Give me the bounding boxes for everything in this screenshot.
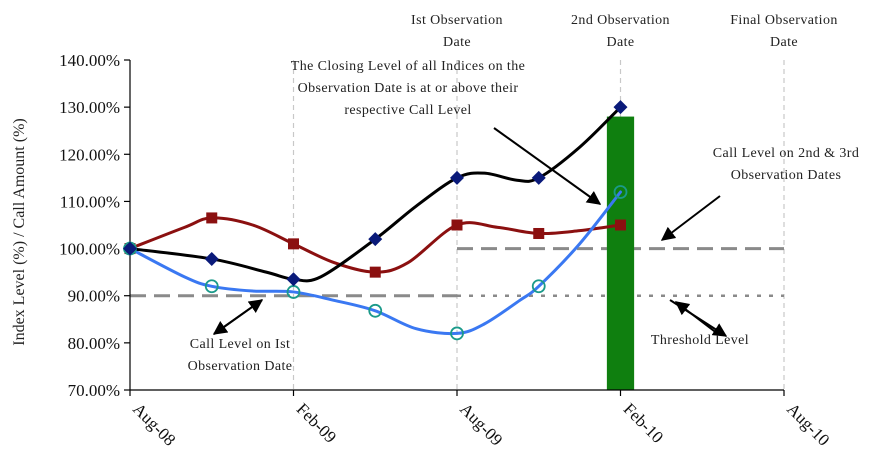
top-label-2-line-1: Date [770, 35, 798, 50]
annotation-call-level-2nd-3rd-line-1: Observation Dates [731, 168, 842, 183]
bar-layer [606, 116, 635, 391]
top-label-1-line-0: 2nd Observation [571, 13, 670, 28]
annotation-arrows [212, 127, 728, 337]
y-tick-label-0: 70.00% [68, 381, 120, 400]
y-tick-label-4: 110.00% [60, 192, 120, 211]
series-1-point-6 [615, 219, 626, 231]
series-2-point-3 [368, 303, 383, 318]
series-layer [123, 100, 628, 341]
x-tick-label-1: Feb-09 [293, 399, 340, 446]
series-2-point-1 [204, 279, 219, 294]
annotation-call-level-1st-line-0: Call Level on Ist [190, 337, 291, 352]
series-0-point-1 [204, 251, 219, 266]
y-tick-label-6: 130.00% [59, 98, 120, 117]
annotation-closing-level-note-line-1: Observation Date is at or above their [298, 81, 519, 96]
top-label-0-line-1: Date [443, 35, 471, 50]
top-label-2-line-0: Final Observation [730, 13, 838, 28]
series-2-line [128, 190, 622, 336]
series-2-point-6 [613, 185, 628, 199]
x-tick-label-2: Aug-09 [456, 399, 506, 449]
annotation-threshold-line-0: Threshold Level [651, 333, 749, 348]
series-1-point-1 [206, 212, 218, 224]
series-1-point-3 [369, 266, 381, 278]
text-layer: Index Level (%) / Call Amount (%) 70.00%… [11, 13, 859, 450]
series-0-point-2 [286, 272, 301, 287]
x-tick-label-4: Aug-10 [783, 399, 833, 449]
y-tick-label-2: 90.00% [68, 287, 120, 306]
series-0-point-3 [368, 232, 383, 247]
observation-bar [606, 116, 635, 391]
series-0-line [128, 105, 622, 283]
y-tick-label-7: 140.00% [59, 51, 120, 70]
series-1-point-4 [451, 219, 463, 231]
annotation-arrow-0 [493, 127, 602, 205]
series-0-point-6 [613, 100, 628, 115]
series-0-point-0 [123, 241, 137, 256]
annotation-call-level-2nd-3rd-line-0: Call Level on 2nd & 3rd [713, 146, 859, 161]
reference-lines [130, 247, 784, 298]
top-label-0-line-0: Ist Observation [411, 13, 503, 28]
annotation-closing-level-note-line-2: respective Call Level [344, 103, 471, 118]
annotation-arrow-1 [660, 195, 721, 241]
series-0-point-4 [450, 170, 464, 185]
y-tick-label-5: 120.00% [59, 145, 120, 164]
top-label-1-line-1: Date [606, 35, 634, 50]
annotation-call-level-1st-line-1: Observation Date [188, 359, 293, 374]
series-1-point-5 [533, 227, 545, 239]
axes [124, 59, 785, 396]
y-axis-label: Index Level (%) / Call Amount (%) [11, 118, 28, 346]
series-1-point-2 [288, 238, 299, 250]
y-tick-label-3: 100.00% [59, 240, 120, 259]
annotation-arrow-call-1st [213, 299, 264, 335]
series-2-point-4 [450, 326, 464, 341]
y-tick-label-1: 80.00% [68, 334, 120, 353]
x-tick-label-3: Feb-10 [620, 399, 667, 446]
series-2-point-5 [531, 279, 546, 294]
annotation-arrow-threshold [674, 301, 719, 335]
series-0-point-5 [531, 170, 546, 185]
x-tick-label-0: Aug-08 [129, 399, 179, 449]
annotation-closing-level-note-line-0: The Closing Level of all Indices on the [291, 59, 526, 74]
